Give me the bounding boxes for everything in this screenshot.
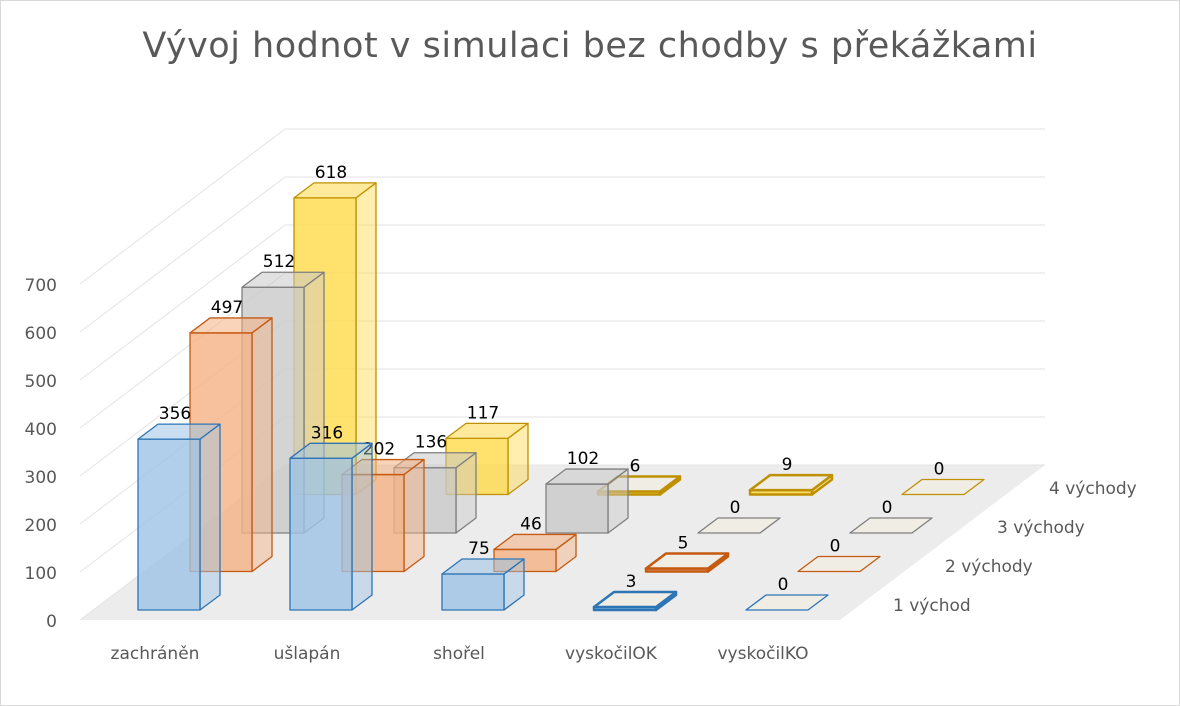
bar: 75 <box>441 539 525 611</box>
bar-top <box>445 422 529 439</box>
bar-top <box>797 555 881 573</box>
bar: 356 <box>137 404 221 611</box>
bar-top <box>289 442 373 459</box>
bar-top <box>697 517 781 534</box>
data-label: 0 <box>730 498 741 518</box>
data-label: 0 <box>778 575 789 595</box>
series-4: 618 117 6 9 0 <box>293 163 985 496</box>
bar: 102 <box>545 449 629 534</box>
category-label: vyskočilOK <box>565 644 658 664</box>
gridline-side <box>79 128 286 285</box>
y-tick-label: 500 <box>25 372 57 392</box>
bar-top <box>748 473 834 492</box>
category-label: vyskočilKO <box>717 644 808 664</box>
bar: 0 <box>901 460 985 496</box>
bar: 316 <box>289 423 373 611</box>
bar-top <box>644 552 730 570</box>
y-tick-label: 600 <box>25 324 57 344</box>
bar-side <box>403 458 425 573</box>
category-label: shořel <box>433 644 485 664</box>
bar-front <box>545 483 609 534</box>
data-label: 316 <box>311 423 343 443</box>
bar-top <box>441 558 525 575</box>
series-label: 2 východy <box>945 557 1033 577</box>
y-tick-label: 700 <box>25 276 57 296</box>
data-label: 9 <box>782 455 793 475</box>
bar-side <box>199 423 221 611</box>
bar: 46 <box>493 514 577 573</box>
data-label: 0 <box>934 460 945 480</box>
data-label: 117 <box>467 403 499 423</box>
data-label: 5 <box>678 534 689 554</box>
bar-top <box>545 468 629 485</box>
bar: 0 <box>797 537 881 573</box>
y-tick-label: 300 <box>25 468 57 488</box>
data-label: 102 <box>567 449 599 469</box>
y-tick-label: 0 <box>46 612 57 632</box>
series-label: 1 východ <box>893 596 971 616</box>
category-label: zachráněn <box>111 644 200 664</box>
gridline-side <box>79 176 286 333</box>
data-label: 136 <box>415 433 447 453</box>
bar: 9 <box>748 455 834 496</box>
data-label: 0 <box>830 537 841 557</box>
bar: 0 <box>697 498 781 534</box>
bar-top <box>592 590 678 609</box>
series-label: 4 východy <box>1049 479 1137 499</box>
bar-top <box>849 517 933 534</box>
data-label: 497 <box>211 298 243 318</box>
series-label: 3 východy <box>997 518 1085 538</box>
data-label: 3 <box>626 572 637 592</box>
y-tick-label: 200 <box>25 516 57 536</box>
data-label: 75 <box>468 539 490 559</box>
bar-top <box>493 533 577 551</box>
bar-top <box>745 594 829 611</box>
bar: 6 <box>596 457 682 496</box>
bar-top <box>901 478 985 496</box>
bar-top <box>189 317 273 334</box>
bar-front <box>289 457 353 611</box>
data-label: 618 <box>315 163 347 183</box>
bar-front <box>441 573 505 611</box>
bar: 5 <box>644 534 730 573</box>
y-tick-label: 100 <box>25 564 57 584</box>
category-label: ušlapán <box>274 644 341 664</box>
data-label: 0 <box>882 498 893 518</box>
gridline-side <box>79 224 286 381</box>
data-label: 512 <box>263 252 295 272</box>
bar-side <box>251 317 273 573</box>
series-1: 356 316 75 3 0 <box>137 404 829 612</box>
bar-top <box>137 423 221 440</box>
bar-side <box>351 442 373 611</box>
bar: 3 <box>592 572 678 612</box>
data-label: 46 <box>520 514 542 534</box>
y-tick-label: 400 <box>25 420 57 440</box>
data-label: 356 <box>159 404 191 424</box>
bar-top <box>293 182 377 199</box>
bar-top <box>341 458 425 476</box>
bar-top <box>241 271 325 288</box>
bar-front <box>137 438 201 611</box>
chart-title: Vývoj hodnot v simulaci bez chodby s pře… <box>142 26 1038 66</box>
data-label: 6 <box>630 457 641 477</box>
bar: 0 <box>849 498 933 534</box>
bar: 0 <box>745 575 829 611</box>
